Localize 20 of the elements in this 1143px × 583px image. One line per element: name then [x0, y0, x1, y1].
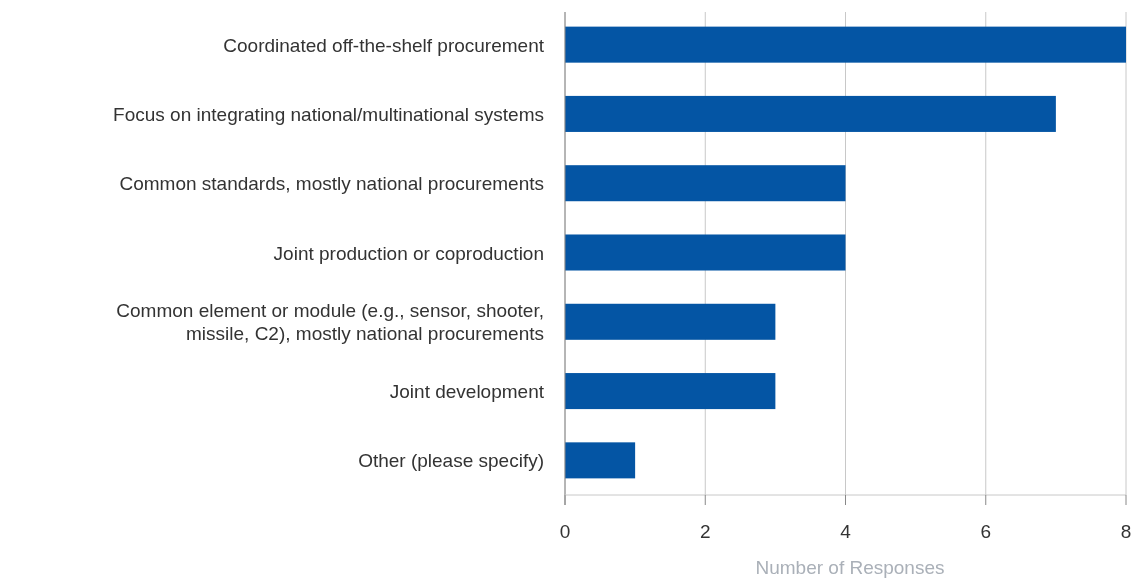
bar [565, 303, 776, 340]
bar [565, 95, 1056, 132]
y-tick-label: Joint production or coproduction [273, 242, 544, 264]
bar [565, 234, 846, 271]
y-tick-label: Common element or module (e.g., sensor, shooter, missile, C2), mostly national procurements [116, 300, 544, 345]
y-tick-label: Coordinated off-the-shelf procurement [223, 34, 545, 56]
bar [565, 26, 1126, 63]
x-tick-label: 4 [840, 521, 852, 542]
x-tick-label: 0 [559, 521, 571, 542]
y-tick-label: Joint development [389, 381, 545, 403]
x-tick-label: 6 [980, 521, 992, 542]
bar [565, 373, 776, 410]
y-tick-label: Common standards, mostly national procurements [119, 173, 544, 195]
y-tick-label: Focus on integrating national/multinational systems [113, 103, 544, 125]
x-tick-label: 8 [1120, 521, 1132, 542]
x-axis-title: Number of Responses [755, 557, 945, 578]
x-tick-label: 2 [699, 521, 711, 542]
bar [565, 442, 636, 479]
bar [565, 165, 846, 202]
y-tick-label: Other (please specify) [358, 450, 544, 472]
